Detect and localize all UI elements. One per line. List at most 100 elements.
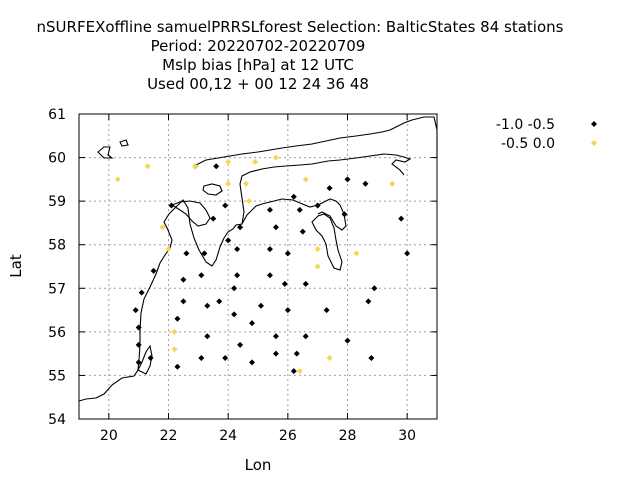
data-point-series-1 — [249, 359, 256, 366]
data-point-series-1 — [204, 302, 211, 309]
data-point-series-2 — [144, 163, 151, 170]
data-point-series-1 — [222, 202, 229, 209]
coastline-lake-peipus — [311, 213, 343, 271]
data-point-series-2 — [296, 368, 303, 375]
x-tick-label: 20 — [100, 428, 118, 444]
y-tick-label: 59 — [48, 194, 66, 210]
data-point-series-1 — [302, 280, 309, 287]
data-point-series-1 — [234, 246, 241, 253]
data-point-series-1 — [293, 350, 300, 357]
y-tick-label: 55 — [48, 368, 66, 384]
data-point-series-1 — [231, 311, 238, 318]
data-point-series-2 — [243, 180, 250, 187]
title-line-2: Period: 20220702-20220709 — [151, 37, 366, 55]
data-point-series-2 — [171, 328, 178, 335]
data-point-series-1 — [210, 215, 217, 222]
data-point-series-1 — [198, 355, 205, 361]
data-point-series-1 — [168, 202, 175, 209]
data-point-series-1 — [284, 250, 291, 257]
data-points — [114, 154, 411, 375]
x-tick-label: 30 — [398, 428, 416, 444]
data-point-series-1 — [326, 185, 333, 192]
title-line-4: Used 00,12 + 00 12 24 36 48 — [147, 75, 369, 93]
data-point-series-1 — [201, 250, 208, 257]
data-point-series-1 — [266, 246, 273, 253]
data-point-series-1 — [284, 307, 291, 314]
data-point-series-1 — [138, 289, 145, 296]
data-point-series-1 — [344, 337, 351, 344]
data-point-series-1 — [225, 237, 232, 244]
grid-lines — [79, 113, 437, 420]
data-point-series-2 — [192, 163, 199, 170]
data-point-series-1 — [180, 276, 187, 283]
data-point-series-1 — [147, 355, 154, 361]
coastline-estonia-south — [241, 198, 347, 231]
coastline-map — [78, 116, 438, 402]
x-tick-label: 24 — [219, 428, 237, 444]
chart-title: nSURFEXoffline samuelPRRSLforest Selecti… — [37, 18, 564, 93]
data-point-series-1 — [344, 176, 351, 183]
data-point-series-1 — [135, 359, 142, 366]
data-point-series-2 — [314, 263, 321, 270]
legend-label-series-1: -1.0 -0.5 — [496, 117, 555, 133]
data-point-series-1 — [204, 333, 211, 340]
data-point-series-2 — [314, 246, 321, 253]
data-point-series-1 — [150, 267, 157, 274]
y-tick-label: 61 — [48, 107, 66, 123]
coastline-hiiumaa — [202, 183, 223, 196]
coastline-saaremaa — [170, 200, 211, 227]
data-point-series-1 — [266, 206, 273, 213]
data-point-series-1 — [323, 307, 330, 314]
data-point-series-1 — [174, 363, 181, 370]
data-point-series-1 — [237, 341, 244, 348]
data-point-series-2 — [252, 158, 259, 165]
data-point-series-1 — [249, 320, 256, 327]
data-point-series-1 — [398, 215, 405, 222]
legend: -1.0 -0.5 -0.5 0.0 — [496, 117, 597, 152]
data-point-series-2 — [353, 250, 360, 257]
y-tick-label: 54 — [48, 412, 66, 428]
axis-ticks: 20 22 24 26 28 30 54 55 56 57 58 59 60 61 — [48, 107, 437, 444]
data-point-series-1 — [272, 224, 279, 231]
title-line-1: nSURFEXoffline samuelPRRSLforest Selecti… — [37, 18, 564, 36]
data-point-series-1 — [213, 163, 220, 170]
x-axis-label: Lon — [245, 456, 272, 474]
data-point-series-1 — [290, 193, 297, 200]
data-point-series-1 — [237, 224, 244, 231]
data-point-series-1 — [257, 302, 264, 309]
data-point-series-1 — [180, 298, 187, 305]
data-point-series-2 — [272, 154, 279, 161]
data-point-series-1 — [231, 285, 238, 292]
coastline-baltic-mainland — [78, 153, 412, 402]
x-tick-label: 28 — [339, 428, 357, 444]
legend-label-series-2: -0.5 0.0 — [501, 136, 555, 152]
data-point-series-1 — [135, 324, 142, 331]
data-point-series-1 — [299, 228, 306, 235]
data-point-series-2 — [326, 355, 333, 361]
data-point-series-1 — [290, 368, 297, 375]
data-point-series-1 — [198, 272, 205, 279]
coastline-curonian — [137, 344, 153, 375]
plot-frame — [78, 113, 438, 420]
y-tick-label: 58 — [48, 238, 66, 254]
data-point-series-2 — [389, 180, 396, 187]
data-point-series-2 — [171, 346, 178, 353]
data-point-series-1 — [362, 180, 369, 187]
data-point-series-1 — [135, 341, 142, 348]
data-point-series-1 — [371, 285, 378, 292]
data-point-series-1 — [281, 280, 288, 287]
data-point-series-1 — [183, 250, 190, 257]
data-point-series-2 — [246, 198, 253, 205]
data-point-series-2 — [225, 180, 232, 187]
title-line-3: Mslp bias [hPa] at 12 UTC — [162, 56, 354, 74]
y-tick-label: 60 — [48, 151, 66, 167]
data-point-series-1 — [266, 272, 273, 279]
data-point-series-2 — [165, 246, 172, 253]
legend-marker-series-1 — [591, 121, 597, 127]
coastline-finland — [195, 116, 438, 166]
data-point-series-2 — [225, 158, 232, 165]
data-point-series-1 — [234, 272, 241, 279]
data-point-series-2 — [159, 224, 166, 231]
data-point-series-1 — [272, 350, 279, 357]
